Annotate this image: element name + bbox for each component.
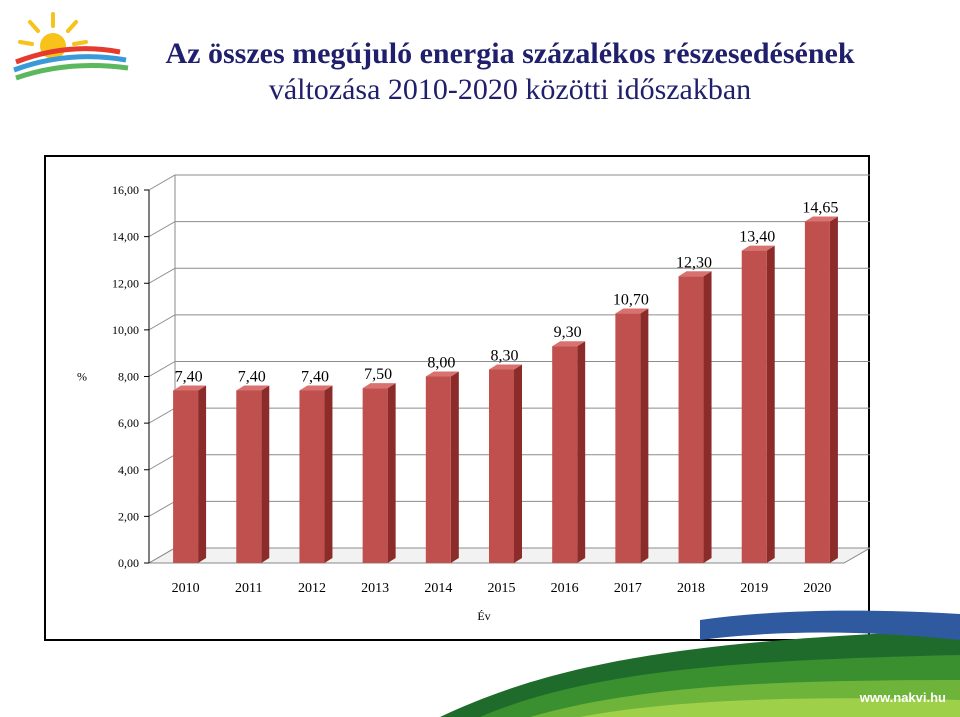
data-label-2020: 14,65 xyxy=(802,199,838,216)
x-tick-label: 2011 xyxy=(235,581,262,596)
title-line-2: változása 2010-2020 közötti időszakban xyxy=(268,73,752,106)
bar-side xyxy=(261,385,270,563)
bar-side xyxy=(577,341,586,563)
data-label-2011: 7,40 xyxy=(238,368,266,385)
bar-chart: 0,00 2,00 4,00 6,00 8,00 10,00 12,00 14,00 16,00… xyxy=(77,174,870,623)
bar-top xyxy=(615,308,649,314)
data-label-2016: 9,30 xyxy=(554,324,582,341)
bar-side xyxy=(766,245,775,564)
bar-top xyxy=(299,385,333,391)
x-tick-label: 2015 xyxy=(488,581,516,596)
bar-top xyxy=(552,341,586,347)
bar-side xyxy=(514,364,522,563)
gridline xyxy=(148,174,870,191)
bar-top xyxy=(362,383,396,389)
y-tick-label: 2,00 xyxy=(118,509,139,523)
gridline xyxy=(148,221,870,238)
bar-2020 xyxy=(804,221,830,564)
bar-2018 xyxy=(678,276,704,563)
bar-side xyxy=(703,271,712,563)
bar-top xyxy=(678,271,712,277)
bar-2015 xyxy=(489,369,514,563)
y-axis-label: % xyxy=(77,370,87,384)
website-url: www.nakvi.hu xyxy=(859,690,946,705)
bar-2012 xyxy=(299,390,325,563)
bar-top xyxy=(489,364,522,370)
y-tick-label: 10,00 xyxy=(112,323,139,337)
bar-2014 xyxy=(425,376,451,563)
bar-top xyxy=(236,385,270,391)
data-label-2013: 7,50 xyxy=(364,366,392,383)
x-tick-label: 2016 xyxy=(551,581,579,596)
data-label-2018: 12,30 xyxy=(676,254,712,271)
y-tick-label: 6,00 xyxy=(118,416,139,430)
y-tick-label: 12,00 xyxy=(112,276,139,290)
bar-2011 xyxy=(236,390,262,563)
bar-side xyxy=(640,308,649,563)
bar-2017 xyxy=(615,313,641,563)
bar-top xyxy=(173,385,207,391)
bar-side xyxy=(324,385,333,563)
x-tick-label: 2019 xyxy=(740,581,768,596)
gridline xyxy=(148,267,870,284)
data-label-2017: 10,70 xyxy=(613,292,649,309)
sun-logo xyxy=(13,12,129,81)
data-label-2014: 8,00 xyxy=(427,355,455,372)
data-label-2019: 13,40 xyxy=(739,229,775,246)
x-axis-label: Év xyxy=(477,609,490,623)
y-tick-label: 8,00 xyxy=(118,370,139,384)
landscape-decoration xyxy=(440,610,960,717)
bar-2010 xyxy=(173,390,199,563)
y-tick-label: 16,00 xyxy=(112,183,139,197)
y-tick-label: 4,00 xyxy=(118,463,139,477)
x-tick-label: 2013 xyxy=(361,581,389,596)
bar-2019 xyxy=(741,250,767,564)
bar-side xyxy=(450,371,459,563)
page-title: Az összes megújuló energia százalékos ré… xyxy=(130,36,890,108)
bar-2013 xyxy=(362,388,388,563)
y-tick-label: 0,00 xyxy=(118,556,139,570)
bar-top xyxy=(425,371,459,377)
x-tick-label: 2017 xyxy=(614,581,642,596)
title-line-1: Az összes megújuló energia százalékos ré… xyxy=(165,37,855,70)
bar-side xyxy=(387,383,396,563)
bar-side xyxy=(198,385,207,563)
bar-2016 xyxy=(552,346,578,563)
x-tick-label: 2018 xyxy=(677,581,705,596)
data-label-2012: 7,40 xyxy=(301,368,329,385)
bar-top xyxy=(804,216,838,222)
data-label-2010: 7,40 xyxy=(175,368,203,385)
x-tick-label: 2020 xyxy=(803,581,831,596)
x-tick-label: 2014 xyxy=(424,581,452,596)
bar-top xyxy=(741,245,775,251)
y-tick-label: 14,00 xyxy=(112,230,139,244)
x-tick-label: 2010 xyxy=(172,581,200,596)
data-label-2015: 8,30 xyxy=(491,348,519,365)
x-tick-label: 2012 xyxy=(298,581,326,596)
bar-side xyxy=(829,216,838,564)
